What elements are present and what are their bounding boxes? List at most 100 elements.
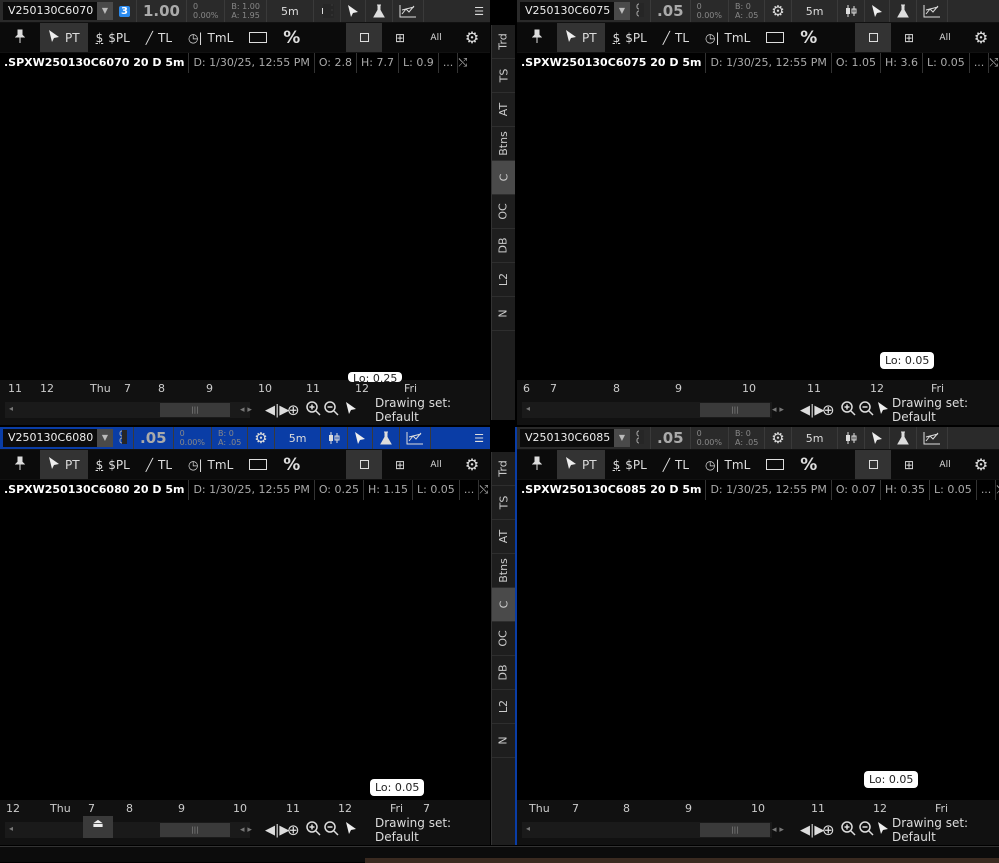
- single-layout-button[interactable]: [346, 450, 382, 479]
- side-tab-db[interactable]: DB: [492, 656, 515, 690]
- symbol-dropdown-button[interactable]: ▼: [97, 429, 113, 447]
- side-tab-l2[interactable]: L2: [492, 263, 515, 297]
- side-tab-at[interactable]: AT: [492, 520, 515, 554]
- link-button[interactable]: $10.99$5$4$3$1024681012: [630, 0, 999, 310]
- more-values[interactable]: ...: [439, 53, 459, 73]
- all-button[interactable]: All: [430, 32, 442, 43]
- pin-button[interactable]: [517, 23, 557, 52]
- scroll-left-right-buttons[interactable]: ◂ ▸: [240, 405, 252, 415]
- crosshair-icon[interactable]: ⊕: [287, 401, 300, 419]
- zoom-fit-icon[interactable]: ◀|▶: [265, 822, 290, 838]
- symbol-input[interactable]: V250130C6075: [520, 2, 614, 20]
- timeframe-button[interactable]: 5m: [792, 427, 839, 449]
- gear-icon[interactable]: ⚙: [248, 427, 275, 449]
- symbol-input[interactable]: V250130C6070: [3, 2, 97, 20]
- zoom-fit-icon[interactable]: ◀|▶: [265, 402, 290, 418]
- pl-tool-button[interactable]: $ $PL: [605, 23, 655, 52]
- chart-type-candle-icon[interactable]: [838, 427, 866, 449]
- link-button[interactable]: 3: [113, 0, 137, 22]
- timeframe-button[interactable]: 5m: [792, 0, 839, 22]
- side-tab-c[interactable]: C: [492, 588, 515, 622]
- pl-tool-button[interactable]: $ $PL: [605, 450, 655, 479]
- trendline-button[interactable]: ╱ TL: [655, 23, 697, 52]
- menu-icon[interactable]: ☰: [474, 431, 484, 445]
- scroll-track[interactable]: ◂ |||: [522, 402, 772, 418]
- cursor-icon[interactable]: [341, 0, 366, 22]
- drawing-set-selector[interactable]: Drawing set: Default: [375, 396, 452, 424]
- zoom-in-icon[interactable]: [305, 820, 321, 840]
- link-icon[interactable]: $10.99$5$4$3$1024681012: [636, 0, 999, 310]
- more-values[interactable]: ...: [977, 480, 997, 500]
- pin-button[interactable]: [0, 23, 40, 52]
- single-layout-button[interactable]: [855, 23, 891, 52]
- drawings-icon[interactable]: [393, 0, 424, 22]
- timeline-button[interactable]: ◷| TmL: [697, 450, 758, 479]
- price-tool-button[interactable]: PT: [557, 23, 605, 52]
- cursor-icon[interactable]: [877, 401, 889, 419]
- pl-tool-button[interactable]: $ $PL: [88, 23, 138, 52]
- side-tab-oc[interactable]: OC: [492, 195, 515, 229]
- drawings-icon[interactable]: [400, 427, 432, 449]
- trendline-button[interactable]: ╱ TL: [138, 23, 180, 52]
- zoom-out-icon[interactable]: [323, 400, 339, 420]
- side-tab-at[interactable]: AT: [492, 93, 515, 127]
- side-tab-db[interactable]: DB: [492, 229, 515, 263]
- side-tab-l2[interactable]: L2: [492, 690, 515, 724]
- collapse-icon[interactable]: ⤭: [996, 480, 999, 500]
- zoom-in-icon[interactable]: [305, 400, 321, 420]
- collapse-icon[interactable]: ⤭: [479, 483, 489, 496]
- chart-type-candle-icon[interactable]: [838, 0, 866, 22]
- side-tab-c[interactable]: C: [492, 161, 515, 195]
- price-tool-button[interactable]: PT: [40, 23, 88, 52]
- scroll-thumb[interactable]: |||: [160, 823, 230, 837]
- pin-button[interactable]: [517, 450, 557, 479]
- rectangle-button[interactable]: [758, 23, 792, 52]
- link-button[interactable]: $5$4$3$0.50123456: [630, 427, 999, 730]
- studies-flask-icon[interactable]: [890, 0, 918, 22]
- side-tab-n[interactable]: N: [492, 297, 515, 331]
- side-tab-btns[interactable]: Btns: [492, 554, 515, 588]
- drawing-set-selector[interactable]: Drawing set: Default: [375, 816, 452, 844]
- zoom-fit-icon[interactable]: ◀|▶: [800, 402, 825, 418]
- settings-gear-icon[interactable]: ⚙: [464, 455, 480, 474]
- chart-type-candle-icon[interactable]: [321, 427, 349, 449]
- zoom-out-icon[interactable]: [323, 820, 339, 840]
- grid-layout-button[interactable]: ⊞: [382, 450, 418, 479]
- more-values[interactable]: ...: [970, 53, 990, 73]
- timeline-button[interactable]: ◷| TmL: [180, 23, 241, 52]
- percent-button[interactable]: %: [800, 454, 818, 475]
- grid-layout-button[interactable]: ⊞: [382, 23, 418, 52]
- menu-icon[interactable]: ☰: [474, 4, 484, 18]
- link-group-badge[interactable]: 3: [119, 5, 130, 17]
- symbol-dropdown-button[interactable]: ▼: [614, 429, 630, 447]
- all-button[interactable]: All: [939, 459, 951, 470]
- symbol-input[interactable]: V250130C6085: [520, 429, 614, 447]
- cursor-icon[interactable]: [345, 821, 357, 839]
- price-chart[interactable]: [517, 500, 999, 800]
- timeframe-button[interactable]: 5m: [267, 0, 314, 22]
- grid-layout-button[interactable]: ⊞: [891, 23, 927, 52]
- studies-flask-icon[interactable]: [373, 427, 401, 449]
- scroll-thumb[interactable]: |||: [700, 823, 770, 837]
- scroll-track[interactable]: ◂ |||: [522, 822, 772, 838]
- cursor-icon[interactable]: [865, 427, 891, 449]
- gear-icon[interactable]: ⚙: [765, 427, 792, 449]
- price-chart[interactable]: [0, 73, 490, 380]
- link-icon[interactable]: $5$4$3$0.50123456: [636, 429, 999, 730]
- single-layout-button[interactable]: [855, 450, 891, 479]
- pl-tool-button[interactable]: $ $PL: [88, 450, 138, 479]
- side-tab-ts[interactable]: TS: [492, 486, 515, 520]
- timeline-button[interactable]: ◷| TmL: [180, 450, 241, 479]
- studies-flask-icon[interactable]: [890, 427, 918, 449]
- side-tab-trd[interactable]: Trd: [492, 25, 515, 59]
- pin-button[interactable]: [0, 450, 40, 479]
- collapse-icon[interactable]: ⤭: [989, 56, 999, 69]
- scroll-thumb[interactable]: |||: [700, 403, 770, 417]
- price-chart[interactable]: [517, 73, 999, 380]
- percent-button[interactable]: %: [800, 27, 818, 48]
- percent-button[interactable]: %: [283, 27, 301, 48]
- scroll-track[interactable]: ◂ |||: [5, 822, 250, 838]
- percent-button[interactable]: %: [283, 454, 301, 475]
- chart-type-candle-icon[interactable]: $16.5$5$4$3$1.6502468101214161820: [314, 0, 341, 22]
- scroll-left-right-buttons[interactable]: ◂ ▸: [772, 405, 784, 415]
